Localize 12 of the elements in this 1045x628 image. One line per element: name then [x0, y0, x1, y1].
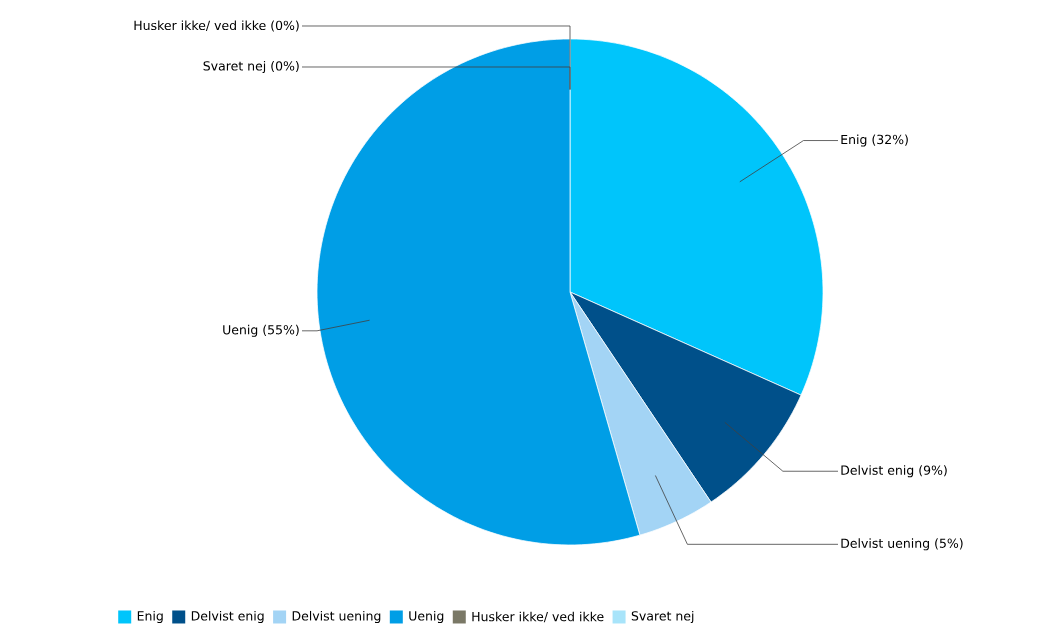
data-label: Uenig (55%) — [223, 324, 299, 337]
data-label: Enig (32%) — [841, 134, 908, 147]
legend-label: Delvist uening — [292, 610, 381, 624]
legend-label: Enig — [137, 610, 163, 624]
legend-label: Delvist enig — [191, 610, 264, 624]
legend-label: Svaret nej — [631, 610, 694, 624]
data-label: Delvist enig (9%) — [841, 465, 947, 478]
legend-label: Uenig — [409, 610, 444, 624]
text: Husker ikke/ ved ikke (0%) — [134, 20, 299, 32]
legend-label: Husker ikke/ ved ikke — [472, 611, 604, 623]
data-label: Delvist uening (5%) — [841, 538, 963, 551]
text: Svaret nej (0%) — [203, 60, 299, 74]
